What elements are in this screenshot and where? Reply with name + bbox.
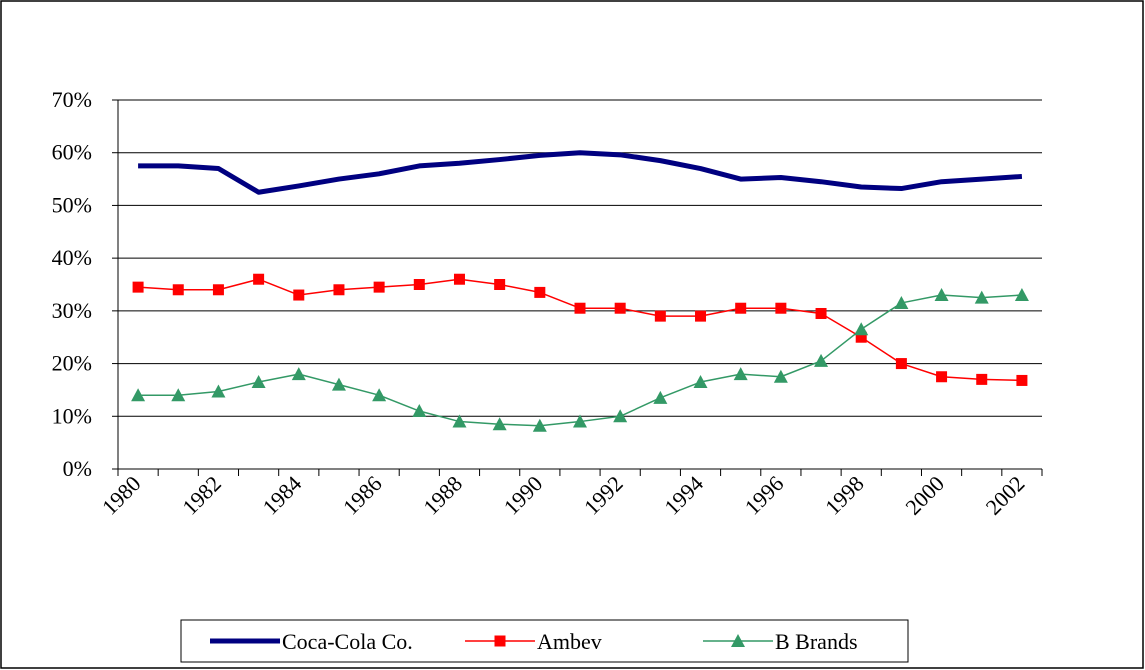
point <box>171 388 186 402</box>
point <box>534 286 546 298</box>
point <box>412 404 427 418</box>
series <box>138 150 1023 195</box>
point <box>492 417 507 431</box>
point <box>1016 374 1028 386</box>
y-tick-label: 70% <box>52 87 92 112</box>
point <box>211 384 226 398</box>
point <box>494 279 506 290</box>
series <box>132 273 1028 386</box>
point <box>815 307 827 319</box>
point <box>251 375 266 389</box>
y-tick-label: 30% <box>52 298 92 323</box>
point <box>653 390 668 404</box>
point <box>974 290 989 304</box>
legend-label: Ambev <box>537 629 602 654</box>
point <box>253 273 265 285</box>
point <box>1014 288 1029 302</box>
point <box>574 302 586 314</box>
point <box>735 302 747 314</box>
legend-marker <box>731 634 745 647</box>
point <box>614 302 626 314</box>
point <box>293 289 305 301</box>
series <box>131 288 1029 432</box>
y-tick-label: 20% <box>52 351 92 376</box>
legend-marker <box>494 635 506 647</box>
point <box>372 388 387 402</box>
point <box>654 310 666 322</box>
point <box>331 377 346 391</box>
point <box>373 281 385 293</box>
point <box>695 310 707 322</box>
legend-box <box>180 619 909 663</box>
y-tick-label: 50% <box>52 192 92 217</box>
point <box>733 367 748 381</box>
y-tick-label: 10% <box>52 403 92 428</box>
point <box>532 418 547 432</box>
point <box>573 414 587 428</box>
point <box>132 281 144 293</box>
point <box>413 279 425 290</box>
point <box>333 284 345 296</box>
point <box>775 302 787 314</box>
point <box>854 322 869 336</box>
point <box>453 273 465 285</box>
point <box>291 367 306 381</box>
point <box>976 373 988 385</box>
point <box>693 375 708 389</box>
legend: Coca-Cola Co. Ambev B Brands <box>180 619 909 663</box>
point <box>773 369 788 383</box>
series-line <box>138 150 1023 195</box>
point <box>894 295 909 309</box>
point <box>934 288 949 302</box>
point <box>814 353 829 367</box>
point <box>452 414 467 428</box>
y-tick-label: 40% <box>52 245 92 270</box>
point <box>936 371 948 383</box>
y-tick-label: 0% <box>63 456 92 481</box>
point <box>855 331 867 343</box>
point <box>212 284 224 296</box>
legend-label: Coca-Cola Co. <box>282 629 413 654</box>
y-tick-label: 60% <box>52 140 92 165</box>
point <box>131 388 146 402</box>
point <box>613 409 628 423</box>
point <box>172 284 184 296</box>
legend-label: B Brands <box>775 629 858 654</box>
point <box>895 358 907 370</box>
